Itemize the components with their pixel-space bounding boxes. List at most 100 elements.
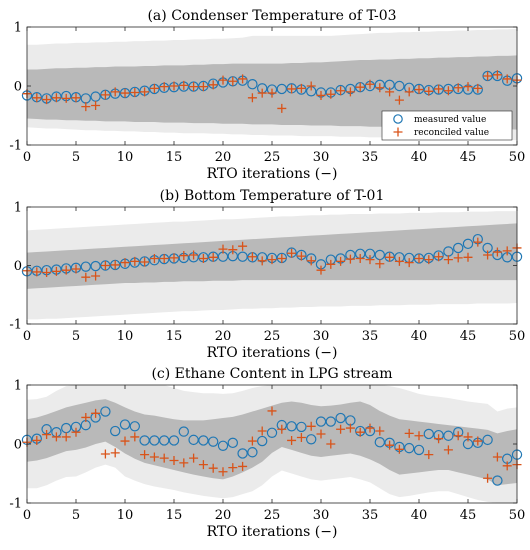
reconciled-point <box>502 461 512 471</box>
series-reconciled <box>22 237 522 282</box>
reconciled-point <box>345 423 355 433</box>
reconciled-point <box>473 83 483 93</box>
measured-point <box>306 434 317 445</box>
reconciled-point <box>140 450 150 460</box>
reconciled-point <box>336 424 346 434</box>
reconciled-point <box>149 83 159 93</box>
reconciled-point <box>179 458 189 468</box>
x-tick-label: 25 <box>264 508 281 523</box>
x-tick-label: 0 <box>23 508 31 523</box>
x-tick-label: 30 <box>313 508 330 523</box>
measured-point <box>462 238 474 250</box>
reconciled-point <box>61 432 71 442</box>
reconciled-point <box>414 85 424 95</box>
x-tick-label: 10 <box>117 508 134 523</box>
measured-point <box>109 259 121 271</box>
reconciled-point <box>71 264 81 274</box>
reconciled-point <box>32 93 42 103</box>
legend: measured value reconciled value <box>381 110 513 141</box>
reconciled-point <box>355 253 365 263</box>
reconciled-point <box>267 88 277 98</box>
measured-point <box>198 435 209 446</box>
measured-point <box>453 242 464 254</box>
reconciled-point <box>355 427 365 437</box>
measured-point <box>492 475 503 486</box>
reconciled-point <box>404 428 414 438</box>
reconciled-point <box>473 436 483 446</box>
measured-point <box>207 436 219 447</box>
reconciled-point <box>257 88 267 98</box>
measured-point <box>247 447 258 458</box>
reconciled-point <box>159 453 169 463</box>
reconciled-point <box>179 80 189 90</box>
reconciled-point <box>100 261 110 270</box>
measured-point <box>149 435 160 446</box>
reconciled-point <box>189 453 199 463</box>
measured-point <box>257 435 268 447</box>
reconciled-point <box>51 432 61 442</box>
reconciled-point <box>179 251 189 261</box>
reconciled-point <box>169 456 179 466</box>
reconciled-point <box>414 431 424 441</box>
measured-point <box>90 260 101 272</box>
x-tick-label: 30 <box>313 150 330 165</box>
x-tick-label: 0 <box>23 329 31 344</box>
x-tick-label: 45 <box>460 508 477 523</box>
reconciled-point <box>228 245 238 255</box>
reconciled-point <box>463 252 473 262</box>
legend-box <box>381 110 513 141</box>
reconciled-point <box>61 93 71 103</box>
panel-0: 0 5 10 15 20 25 30 35 40 45 50-101(a) Condenser Te… <box>9 8 525 182</box>
reconciled-point <box>483 473 493 483</box>
reconciled-point <box>502 74 512 84</box>
reconciled-point <box>375 83 385 93</box>
reconciled-point <box>287 248 297 258</box>
measured-point <box>325 416 336 427</box>
reconciled-point <box>277 424 287 434</box>
reconciled-point <box>218 75 228 85</box>
reconciled-point <box>296 83 306 93</box>
x-tick-label: 50 <box>509 150 526 165</box>
reconciled-point <box>404 258 414 268</box>
legend-label: reconciled value <box>414 128 489 138</box>
reconciled-point <box>81 412 91 422</box>
measured-point <box>188 81 199 92</box>
panel-2: 0 5 10 15 20 25 30 35 40 45 50-101(c) Ethane Conte… <box>9 366 525 540</box>
reconciled-point <box>287 84 297 94</box>
reconciled-point <box>218 467 228 477</box>
measured-point <box>227 437 238 449</box>
reconciled-point <box>61 265 71 275</box>
measured-point <box>119 419 131 430</box>
reconciled-point <box>277 103 287 113</box>
x-tick-label: 5 <box>72 329 80 344</box>
reconciled-point <box>385 87 395 97</box>
measured-point <box>100 89 111 101</box>
reconciled-point <box>267 255 277 265</box>
measured-point <box>100 406 111 417</box>
reconciled-point <box>345 254 355 264</box>
y-tick-label: -1 <box>9 497 22 512</box>
x-tick-label: 15 <box>166 508 183 523</box>
reconciled-point <box>149 452 159 462</box>
x-axis: 0 5 10 15 20 25 30 35 40 45 50 <box>23 385 525 523</box>
reconciled-point <box>247 252 257 262</box>
reconciled-point <box>120 436 130 446</box>
x-tick-label: 10 <box>117 329 134 344</box>
reconciled-point <box>32 435 42 445</box>
x-tick-label: 40 <box>411 508 428 523</box>
chart-title: (a) Condenser Temperature of T-03 <box>147 8 396 24</box>
measured-point <box>413 444 425 456</box>
reconciled-point <box>238 241 248 251</box>
reconciled-point <box>91 271 101 281</box>
reconciled-point <box>110 87 120 97</box>
measured-point <box>237 251 248 262</box>
x-tick-label: 10 <box>117 150 134 165</box>
legend-reconciled-marker <box>393 127 403 137</box>
measured-point <box>266 427 278 438</box>
reconciled-point <box>81 102 91 112</box>
x-tick-label: 20 <box>215 329 232 344</box>
x-tick-label: 15 <box>166 150 183 165</box>
series-reconciled <box>22 406 522 483</box>
reconciled-point <box>443 86 453 96</box>
x-axis-label: RTO iterations (−) <box>207 345 338 361</box>
